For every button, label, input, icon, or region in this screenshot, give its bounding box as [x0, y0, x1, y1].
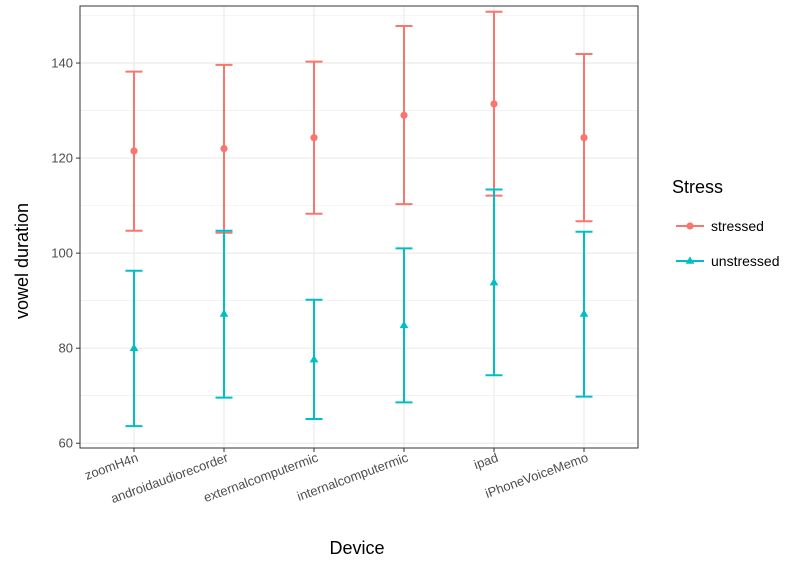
data-point-circle [580, 134, 588, 142]
data-point-circle [490, 100, 498, 108]
data-point-triangle [309, 355, 319, 363]
y-tick-label: 100 [51, 246, 73, 261]
data-point-triangle [579, 309, 589, 317]
data-point-circle [220, 144, 228, 153]
y-tick-label: 140 [51, 56, 73, 71]
legend-entry-stressed: stressed [676, 218, 764, 234]
plot-panel-border [79, 5, 639, 449]
legend-key-circle [686, 222, 694, 230]
series-unstressed [125, 188, 593, 428]
legend-label: unstressed [711, 253, 779, 269]
y-tick-label: 60 [59, 436, 73, 451]
data-point-triangle [219, 309, 229, 317]
data-point-circle [130, 147, 138, 155]
legend-title: Stress [672, 177, 723, 197]
y-axis: 60 80 100 120 140 [51, 56, 80, 451]
data-point-triangle [489, 278, 499, 286]
plot-data [125, 10, 593, 428]
x-axis-title: Device [329, 538, 384, 558]
y-axis-title: vowel duration [12, 203, 32, 319]
data-point-triangle [129, 343, 139, 351]
legend: Stress stressed unstressed [672, 177, 779, 269]
legend-key-triangle [685, 256, 695, 264]
data-point-triangle [399, 320, 409, 329]
data-point-circle [310, 134, 318, 142]
legend-entry-unstressed: unstressed [676, 253, 779, 269]
legend-label: stressed [711, 218, 764, 234]
series-stressed [125, 10, 593, 234]
data-point-circle [400, 111, 408, 119]
y-tick-label: 120 [51, 151, 73, 166]
y-tick-label: 80 [59, 341, 73, 356]
